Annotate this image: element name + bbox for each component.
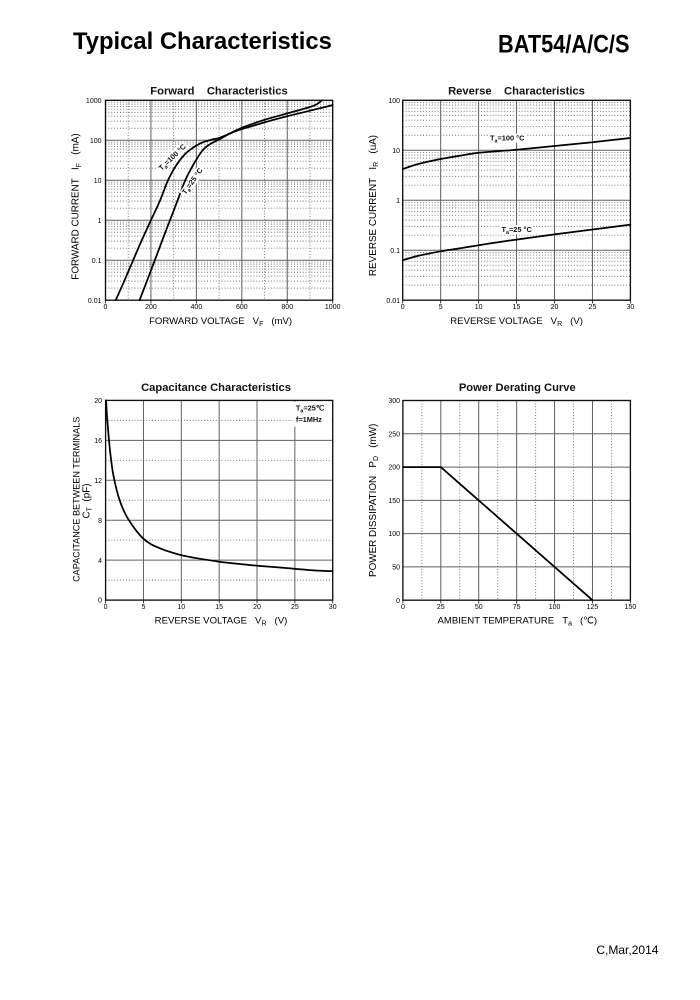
svg-text:AMBIENT TEMPERATURE Ta (℃): AMBIENT TEMPERATURE Ta (℃) <box>437 616 597 628</box>
svg-text:5: 5 <box>439 304 443 311</box>
svg-text:200: 200 <box>388 465 400 472</box>
svg-text:Power Derating Curve: Power Derating Curve <box>459 382 576 394</box>
svg-text:15: 15 <box>215 604 223 611</box>
svg-text:Capacitance Characteristics: Capacitance Characteristics <box>141 382 291 394</box>
svg-text:Ta=25℃: Ta=25℃ <box>296 404 324 415</box>
svg-text:12: 12 <box>94 478 102 485</box>
svg-text:REVERSE CURRENT IR (uA): REVERSE CURRENT IR (uA) <box>368 135 380 276</box>
svg-text:FORWARD VOLTAGE VF (mV): FORWARD VOLTAGE VF (mV) <box>149 316 292 328</box>
svg-text:50: 50 <box>392 565 400 572</box>
svg-text:30: 30 <box>627 304 635 311</box>
svg-text:1000: 1000 <box>325 304 341 311</box>
svg-text:CAPACITANCE BETWEEN TERMINALS: CAPACITANCE BETWEEN TERMINALS <box>71 417 81 582</box>
svg-text:0.01: 0.01 <box>88 298 102 305</box>
svg-text:25: 25 <box>291 604 299 611</box>
svg-text:Reverse Characteristics: Reverse Characteristics <box>448 86 585 98</box>
svg-text:1: 1 <box>98 218 102 225</box>
svg-text:20: 20 <box>253 604 261 611</box>
svg-text:10: 10 <box>94 178 102 185</box>
svg-text:1: 1 <box>396 198 400 205</box>
svg-text:REVERSE VOLTAGE VR (V): REVERSE VOLTAGE VR (V) <box>450 316 583 328</box>
svg-text:0: 0 <box>401 304 405 311</box>
svg-text:800: 800 <box>281 304 293 311</box>
svg-text:0: 0 <box>104 304 108 311</box>
svg-text:250: 250 <box>388 431 400 438</box>
svg-text:FORWARD CURRENT IF (mA): FORWARD CURRENT IF (mA) <box>71 133 83 279</box>
svg-text:0.1: 0.1 <box>390 248 400 255</box>
svg-text:75: 75 <box>513 604 521 611</box>
svg-text:POWER DISSIPATION PD (mW): POWER DISSIPATION PD (mW) <box>368 424 380 577</box>
svg-text:100: 100 <box>388 531 400 538</box>
svg-text:100: 100 <box>388 98 400 105</box>
svg-text:16: 16 <box>94 438 102 445</box>
svg-text:0.01: 0.01 <box>386 298 400 305</box>
svg-text:200: 200 <box>145 304 157 311</box>
svg-text:600: 600 <box>236 304 248 311</box>
svg-text:0: 0 <box>98 598 102 605</box>
svg-text:10: 10 <box>392 148 400 155</box>
svg-text:50: 50 <box>475 604 483 611</box>
svg-text:10: 10 <box>475 304 483 311</box>
svg-text:15: 15 <box>513 304 521 311</box>
svg-text:BAT54/A/C/S: BAT54/A/C/S <box>498 30 630 58</box>
svg-text:25: 25 <box>589 304 597 311</box>
svg-text:100: 100 <box>549 604 561 611</box>
svg-text:0: 0 <box>396 598 400 605</box>
svg-text:150: 150 <box>388 498 400 505</box>
svg-text:20: 20 <box>551 304 559 311</box>
svg-text:1000: 1000 <box>86 98 102 105</box>
svg-text:25: 25 <box>437 604 445 611</box>
svg-text:300: 300 <box>388 398 400 405</box>
svg-text:8: 8 <box>98 518 102 525</box>
svg-text:CT (pF): CT (pF) <box>81 483 93 518</box>
svg-text:150: 150 <box>625 604 637 611</box>
svg-text:400: 400 <box>191 304 203 311</box>
svg-text:Forward Characteristics: Forward Characteristics <box>150 86 287 98</box>
svg-text:Ta=100 °C: Ta=100 °C <box>490 134 525 145</box>
svg-text:Ta=25 °C: Ta=25 °C <box>502 225 533 236</box>
svg-text:0: 0 <box>401 604 405 611</box>
svg-text:20: 20 <box>94 398 102 405</box>
svg-text:0.1: 0.1 <box>92 258 102 265</box>
svg-text:125: 125 <box>587 604 599 611</box>
svg-text:0: 0 <box>104 604 108 611</box>
svg-text:Typical Characteristics: Typical Characteristics <box>73 28 332 55</box>
svg-text:10: 10 <box>177 604 185 611</box>
svg-text:f=1MHz: f=1MHz <box>296 415 322 424</box>
svg-text:4: 4 <box>98 558 102 565</box>
svg-text:5: 5 <box>141 604 145 611</box>
svg-text:30: 30 <box>329 604 337 611</box>
svg-text:C,Mar,2014: C,Mar,2014 <box>596 943 658 957</box>
svg-text:100: 100 <box>90 138 102 145</box>
svg-text:REVERSE VOLTAGE VR (V): REVERSE VOLTAGE VR (V) <box>155 616 288 628</box>
